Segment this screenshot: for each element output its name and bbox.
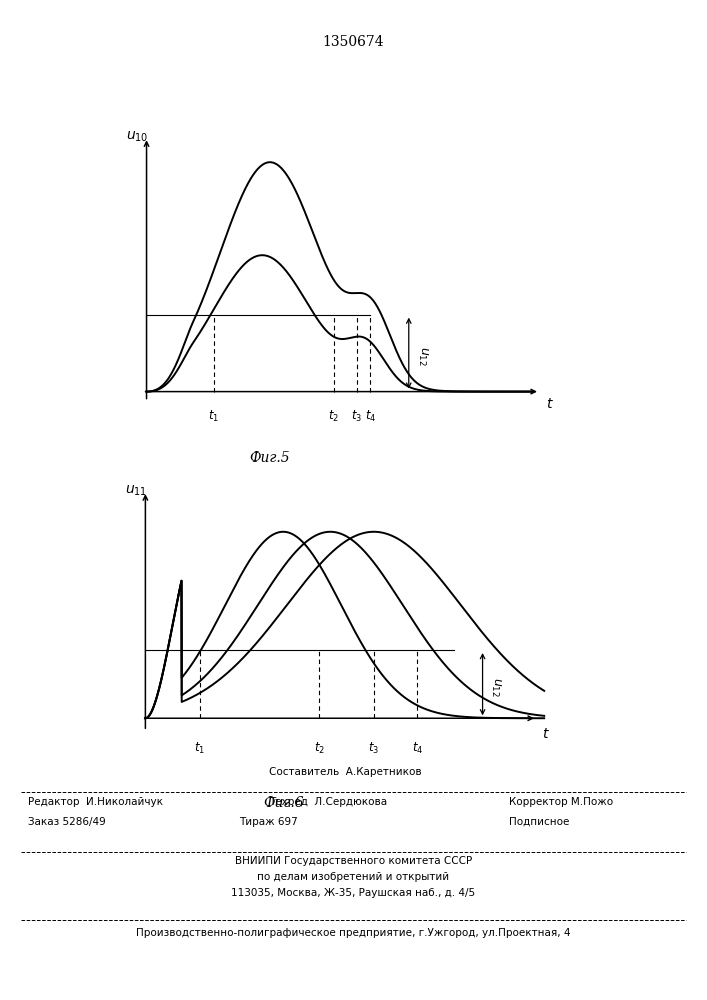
Text: 113035, Москва, Ж-35, Раушская наб., д. 4/5: 113035, Москва, Ж-35, Раушская наб., д. … xyxy=(231,888,476,898)
Text: Фиг.6: Фиг.6 xyxy=(263,796,303,810)
Text: $u_{12}$: $u_{12}$ xyxy=(489,677,502,697)
Text: Фиг.5: Фиг.5 xyxy=(250,451,291,465)
Text: $t_4$: $t_4$ xyxy=(411,741,423,756)
Text: 1350674: 1350674 xyxy=(322,35,385,49)
Text: Подписное: Подписное xyxy=(509,817,569,827)
Text: ВНИИПИ Государственного комитета СССР: ВНИИПИ Государственного комитета СССР xyxy=(235,856,472,866)
Text: $t_4$: $t_4$ xyxy=(365,409,376,424)
Text: Редактор  И.Николайчук: Редактор И.Николайчук xyxy=(28,797,163,807)
Text: Производственно-полиграфическое предприятие, г.Ужгород, ул.Проектная, 4: Производственно-полиграфическое предприя… xyxy=(136,928,571,938)
Text: Корректор М.Пожо: Корректор М.Пожо xyxy=(509,797,613,807)
Text: $u_{12}$: $u_{12}$ xyxy=(416,346,429,366)
Text: $t$: $t$ xyxy=(542,727,550,741)
Text: $t_2$: $t_2$ xyxy=(328,409,339,424)
Text: $u_{11}$: $u_{11}$ xyxy=(125,483,148,498)
Text: $t_1$: $t_1$ xyxy=(194,741,205,756)
Text: $t_3$: $t_3$ xyxy=(368,741,380,756)
Text: Составитель  А.Каретников: Составитель А.Каретников xyxy=(269,767,421,777)
Text: $t_1$: $t_1$ xyxy=(209,409,220,424)
Text: $t_3$: $t_3$ xyxy=(351,409,362,424)
Text: Тираж 697: Тираж 697 xyxy=(239,817,298,827)
Text: $t$: $t$ xyxy=(546,397,554,411)
Text: $u_{10}$: $u_{10}$ xyxy=(126,129,148,144)
Text: по делам изобретений и открытий: по делам изобретений и открытий xyxy=(257,872,450,882)
Text: Заказ 5286/49: Заказ 5286/49 xyxy=(28,817,106,827)
Text: $t_2$: $t_2$ xyxy=(314,741,325,756)
Text: Техред  Л.Сердюкова: Техред Л.Сердюкова xyxy=(269,797,387,807)
